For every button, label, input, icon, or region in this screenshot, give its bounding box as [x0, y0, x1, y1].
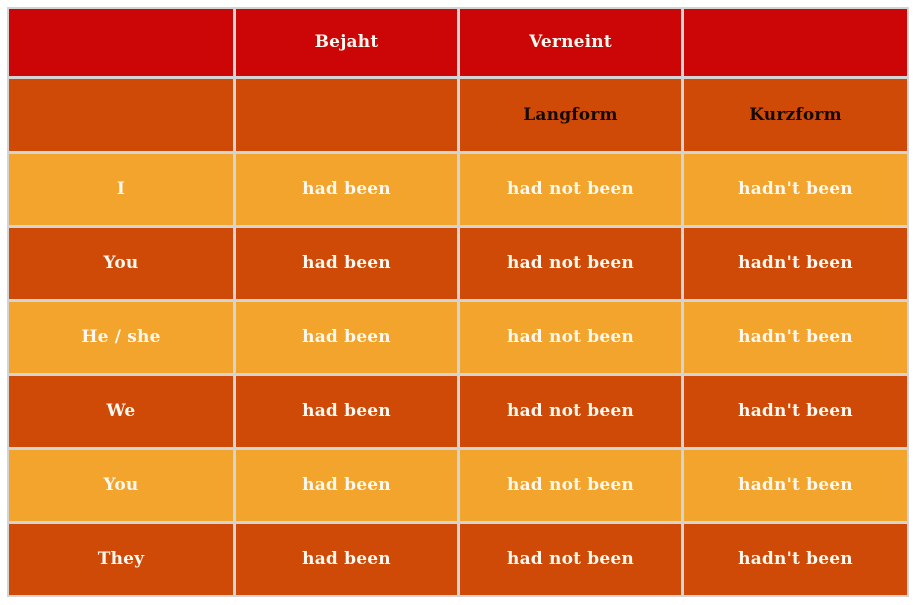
negative-short-cell: hadn't been	[684, 524, 907, 595]
affirmative-cell: had been	[236, 524, 457, 595]
affirmative-cell: had been	[236, 154, 457, 225]
negative-long-cell: had not been	[460, 450, 681, 521]
pronoun-cell: We	[9, 376, 233, 447]
header-cell-verneint: Verneint	[460, 9, 681, 76]
affirmative-cell: had been	[236, 376, 457, 447]
subheader-cell-kurzform: Kurzform	[684, 79, 907, 151]
subheader-cell-langform: Langform	[460, 79, 681, 151]
affirmative-cell: had been	[236, 302, 457, 373]
negative-short-cell: hadn't been	[684, 302, 907, 373]
subheader-cell-blank-2	[236, 79, 457, 151]
negative-long-cell: had not been	[460, 228, 681, 299]
negative-short-cell: hadn't been	[684, 154, 907, 225]
pronoun-cell: I	[9, 154, 233, 225]
negative-short-cell: hadn't been	[684, 450, 907, 521]
negative-long-cell: had not been	[460, 376, 681, 447]
header-cell-bejaht: Bejaht	[236, 9, 457, 76]
negative-long-cell: had not been	[460, 302, 681, 373]
affirmative-cell: had been	[236, 228, 457, 299]
negative-long-cell: had not been	[460, 154, 681, 225]
subheader-cell-blank	[9, 79, 233, 151]
conjugation-table: Bejaht Verneint Langform Kurzform I had …	[7, 7, 909, 597]
affirmative-cell: had been	[236, 450, 457, 521]
pronoun-cell: You	[9, 228, 233, 299]
negative-long-cell: had not been	[460, 524, 681, 595]
header-cell-blank-2	[684, 9, 907, 76]
pronoun-cell: He / she	[9, 302, 233, 373]
header-cell-blank	[9, 9, 233, 76]
pronoun-cell: You	[9, 450, 233, 521]
pronoun-cell: They	[9, 524, 233, 595]
negative-short-cell: hadn't been	[684, 228, 907, 299]
negative-short-cell: hadn't been	[684, 376, 907, 447]
